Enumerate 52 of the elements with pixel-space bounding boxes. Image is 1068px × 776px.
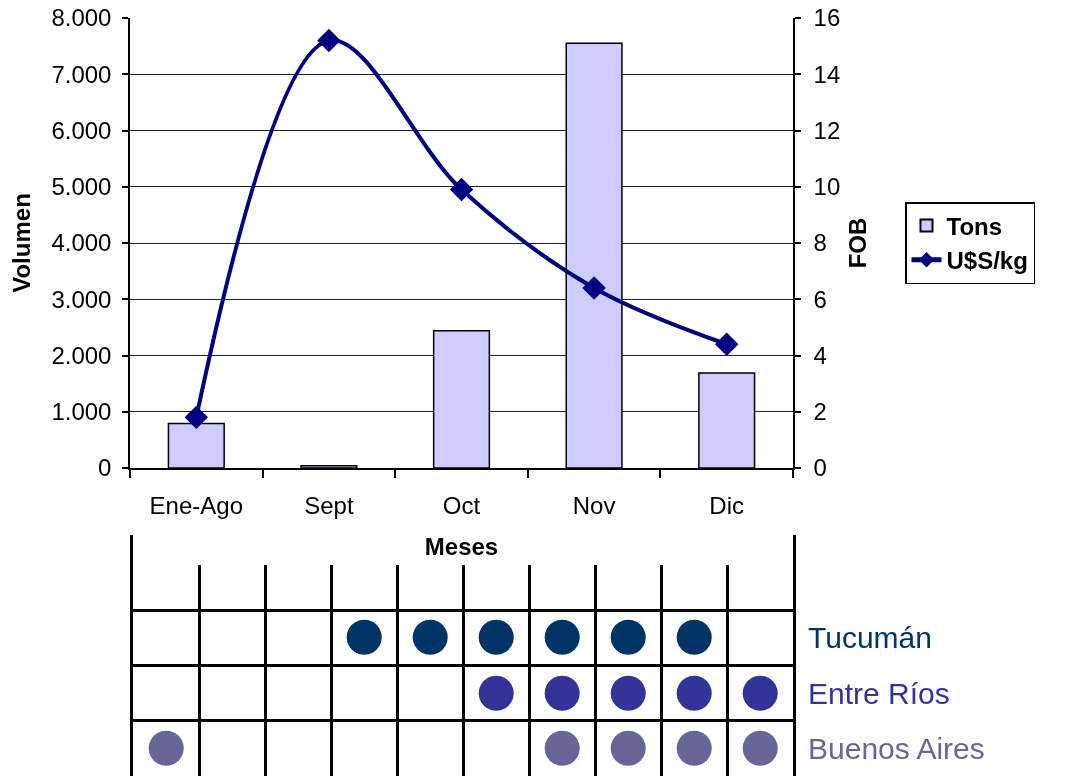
y2-tick-label: 14 [813, 60, 841, 88]
x-tick-label: Dic [709, 491, 745, 519]
text: ● [739, 716, 781, 771]
legend-label: U$S/kg [946, 247, 1028, 275]
y-tick-label: 4.000 [51, 229, 112, 257]
text: ● [607, 606, 649, 661]
point [184, 405, 208, 430]
y2-tick-label: 8 [813, 229, 827, 257]
category-label: Entre Ríos [808, 676, 950, 710]
text: ● [607, 716, 649, 771]
text: ● [541, 716, 583, 771]
text: ● [475, 661, 517, 716]
y-tick-label: 8.000 [51, 4, 112, 32]
y2-tick-label: 6 [813, 285, 827, 313]
text: ● [739, 661, 781, 716]
y2-tick-label: 10 [813, 173, 841, 201]
y-tick-label: 2.000 [51, 341, 112, 369]
text: ● [343, 606, 385, 661]
point [449, 177, 474, 202]
text: ● [145, 716, 187, 771]
y-tick-label: 0 [98, 454, 112, 482]
category-label: Buenos Aires [808, 731, 985, 765]
y2-tick-label: 4 [813, 341, 827, 369]
x-axis-title: Meses [424, 533, 499, 561]
point [715, 332, 739, 356]
y-axis-title: Volumen [7, 193, 35, 293]
y-tick-label: 7.000 [51, 60, 112, 88]
x-tick-label: Oct [442, 491, 481, 519]
y2-tick-label: 12 [813, 116, 841, 144]
point [582, 276, 606, 300]
x-tick-label: Sept [304, 491, 354, 519]
text: ● [475, 606, 517, 661]
y-tick-label: 5.000 [51, 173, 112, 201]
y-tick-label: 3.000 [51, 285, 112, 313]
y-tick-label: 1.000 [51, 398, 112, 426]
y-tick-label: 6.000 [51, 116, 112, 144]
y2-tick-label: 2 [813, 398, 827, 426]
text: ● [673, 716, 715, 771]
legend-label: Tons [946, 212, 1003, 240]
text: ● [409, 606, 451, 661]
text: ● [673, 606, 715, 661]
text: ● [541, 606, 583, 661]
x-tick-label: Nov [572, 491, 616, 519]
y2-tick-label: 16 [813, 4, 841, 32]
point [317, 28, 341, 53]
y2-tick-label: 0 [813, 454, 827, 482]
text: ● [673, 661, 715, 716]
y2-axis-title: FOB [844, 217, 872, 269]
category-label: Tucumán [808, 621, 932, 655]
x-tick-label: Ene-Ago [149, 491, 243, 519]
text: ● [541, 661, 583, 716]
text: ● [607, 661, 649, 716]
